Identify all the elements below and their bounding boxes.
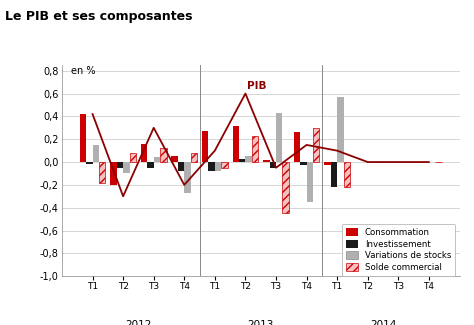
Bar: [209, 162, 215, 171]
Bar: [313, 128, 319, 162]
Bar: [202, 131, 209, 162]
Bar: [160, 148, 166, 162]
Bar: [324, 162, 331, 165]
Bar: [141, 144, 147, 162]
Bar: [233, 125, 239, 162]
Text: PIB: PIB: [247, 81, 266, 91]
Bar: [239, 159, 246, 162]
Bar: [331, 162, 337, 187]
Bar: [86, 162, 92, 164]
Bar: [307, 162, 313, 202]
Bar: [110, 162, 117, 185]
Bar: [117, 162, 123, 168]
Bar: [300, 162, 307, 165]
Bar: [263, 160, 270, 162]
Text: Le PIB et ses composantes: Le PIB et ses composantes: [5, 10, 192, 23]
Bar: [80, 114, 86, 162]
Legend: Consommation, Investissement, Variations de stocks, Solde commercial: Consommation, Investissement, Variations…: [342, 224, 456, 276]
Bar: [276, 113, 283, 162]
Bar: [283, 162, 289, 214]
Bar: [147, 162, 154, 168]
Bar: [99, 162, 105, 183]
Bar: [221, 162, 228, 168]
Bar: [191, 153, 197, 162]
Bar: [246, 156, 252, 162]
Bar: [344, 162, 350, 187]
Text: 2014: 2014: [370, 320, 396, 325]
Bar: [184, 162, 191, 193]
Bar: [154, 158, 160, 162]
Bar: [294, 132, 300, 162]
Text: 2013: 2013: [247, 320, 274, 325]
Bar: [129, 153, 136, 162]
Text: en %: en %: [71, 66, 96, 76]
Bar: [270, 162, 276, 168]
Bar: [215, 162, 221, 171]
Bar: [123, 162, 129, 174]
Text: 2012: 2012: [125, 320, 152, 325]
Bar: [92, 145, 99, 162]
Bar: [172, 156, 178, 162]
Bar: [337, 97, 344, 162]
Bar: [178, 162, 184, 171]
Bar: [252, 136, 258, 162]
